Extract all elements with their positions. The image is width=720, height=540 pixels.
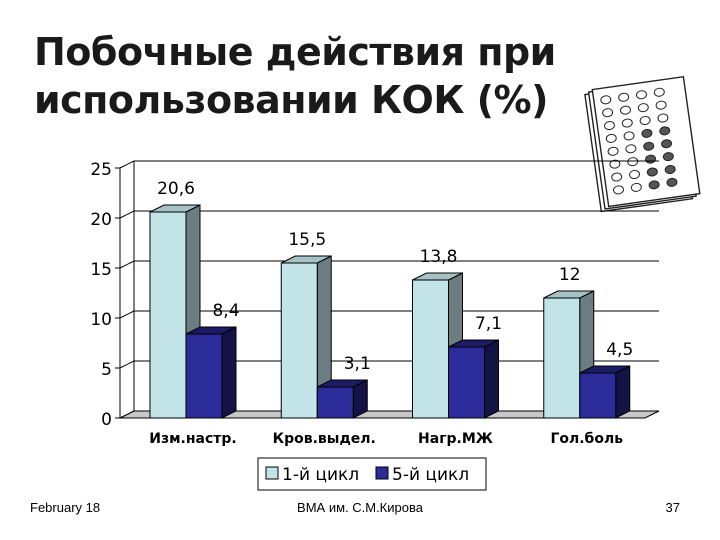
pill bbox=[625, 144, 637, 154]
y-tick-label: 15 bbox=[90, 260, 112, 280]
data-label: 3,1 bbox=[344, 354, 371, 374]
bar bbox=[579, 372, 617, 419]
data-label: 20,6 bbox=[157, 179, 195, 199]
gridline-diagonal bbox=[119, 210, 135, 219]
pill bbox=[646, 167, 658, 177]
pill bbox=[664, 164, 676, 175]
pill bbox=[662, 152, 674, 162]
pill bbox=[602, 108, 614, 118]
gridline-diagonal bbox=[119, 310, 135, 319]
contraceptive-pill-pack-icon bbox=[584, 75, 701, 213]
pill-pack-drawing bbox=[584, 75, 701, 213]
pill bbox=[643, 141, 655, 151]
bar bbox=[316, 386, 354, 419]
y-tick-label: 25 bbox=[90, 160, 112, 180]
legend-swatch bbox=[375, 466, 389, 480]
data-label: 15,5 bbox=[288, 230, 326, 250]
x-tick-label: Кров.выдел. bbox=[273, 431, 376, 447]
bar bbox=[448, 346, 485, 419]
data-label: 8,4 bbox=[212, 301, 239, 321]
bar bbox=[280, 262, 318, 419]
data-label: 13,8 bbox=[420, 247, 458, 267]
pill bbox=[648, 180, 660, 190]
footer-institution: ВМА им. С.М.Кирова bbox=[297, 500, 423, 515]
pill bbox=[611, 172, 623, 182]
bar bbox=[185, 333, 223, 419]
y-tick-label: 5 bbox=[101, 360, 112, 380]
pill bbox=[639, 116, 651, 126]
footer-date: February 18 bbox=[30, 500, 101, 515]
pill bbox=[659, 126, 671, 136]
pill bbox=[629, 170, 640, 180]
y-tick-label: 10 bbox=[90, 310, 112, 330]
page-number: 37 bbox=[665, 500, 680, 515]
bar bbox=[412, 279, 449, 419]
pill bbox=[613, 185, 624, 195]
slide-title: Побочные действия при использовании КОК … bbox=[34, 30, 556, 122]
pill bbox=[621, 118, 633, 128]
bar bbox=[543, 297, 581, 419]
pill bbox=[666, 177, 678, 187]
bar-side bbox=[615, 365, 631, 419]
pill bbox=[603, 121, 615, 131]
bar-side bbox=[484, 339, 499, 419]
pill bbox=[619, 105, 631, 115]
legend-label: 5-й цикл bbox=[392, 465, 469, 485]
pill bbox=[605, 133, 617, 143]
gridline-diagonal bbox=[119, 360, 135, 369]
x-tick-label: Гол.боль bbox=[550, 431, 623, 447]
y-tick-label: 20 bbox=[90, 210, 112, 230]
pill bbox=[623, 131, 635, 141]
data-label: 12 bbox=[559, 265, 581, 285]
pill bbox=[609, 159, 621, 169]
pill bbox=[607, 146, 619, 156]
y-tick-label: 0 bbox=[101, 410, 112, 430]
pill bbox=[653, 87, 665, 97]
pill bbox=[637, 103, 649, 113]
pill bbox=[661, 139, 673, 149]
pill bbox=[630, 182, 642, 192]
gridline-diagonal bbox=[119, 160, 135, 169]
pill bbox=[657, 113, 669, 123]
pill bbox=[641, 128, 653, 138]
pill bbox=[635, 90, 647, 100]
bar bbox=[149, 211, 187, 419]
data-label: 7,1 bbox=[475, 314, 502, 334]
bar-side bbox=[221, 326, 237, 419]
pill bbox=[600, 95, 612, 105]
pill bbox=[655, 100, 667, 110]
gridline-diagonal bbox=[119, 260, 135, 269]
legend-swatch bbox=[265, 466, 279, 480]
legend-label: 1-й цикл bbox=[282, 465, 359, 485]
x-tick-label: Нагр.МЖ bbox=[418, 431, 493, 447]
data-label: 4,5 bbox=[606, 340, 633, 360]
x-tick-label: Изм.настр. bbox=[149, 431, 237, 447]
legend-box bbox=[257, 457, 487, 491]
legend: 1-й цикл 5-й цикл bbox=[257, 457, 487, 491]
gridline-diagonal bbox=[119, 410, 135, 419]
plot-area: 0 5 10 15 20 25 20,6 8,4 Изм.настр. 15,5 3,1 Кров.в… bbox=[90, 160, 660, 447]
pill bbox=[618, 92, 630, 102]
